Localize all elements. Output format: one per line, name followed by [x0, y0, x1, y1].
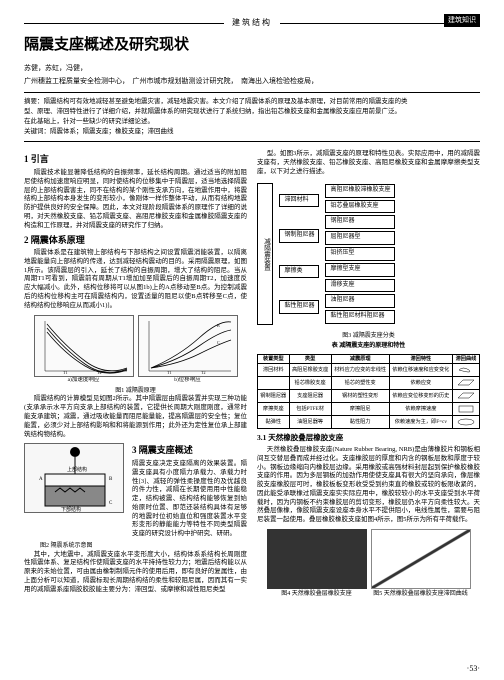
svg-text:T1: T1 [63, 370, 67, 375]
th: 类型 [289, 354, 331, 364]
table-caption: 表 减隔震支座的原理和特性 [257, 343, 480, 351]
article-title: 隔震支座概述及研究现状 [24, 36, 480, 56]
tree-node: 黏性阻尼器 [279, 300, 319, 314]
tree-leaf: 高阻尼橡胶滞橡胶支座 [325, 184, 395, 198]
svg-text:上部结构: 上部结构 [67, 466, 87, 473]
tree-leaf: 屈阻尼器型 [325, 231, 395, 245]
th: 滞回曲线 [453, 354, 480, 364]
abstract: 摘要：隔震结构可有效地减轻甚至避免地震灾害，减轻地震灾害。本文介绍了隔震体系的原… [24, 92, 480, 142]
abstract-line: 在此基础上，针对一些缺少的研究详细论述。 [24, 117, 480, 126]
figure-4-photo [267, 529, 367, 589]
svg-text:下部结构: 下部结构 [61, 506, 81, 512]
characteristics-table: 装置类型 类型 减震原理 滞回特性 滞回曲线 滞回材料高阻尼橡胶支座材料应力应变… [257, 354, 480, 430]
figure-1: T1 T2 a)加速度响应 B C T1 T2 [24, 315, 247, 384]
abstract-line: 型、原理、滞回特性进行了详细介绍，并就隔震体系的研究现状进行了系统归纳，指出铅芯… [24, 107, 480, 116]
tree-node: 滞回材料 [279, 194, 319, 208]
paragraph: 型。如图3所示，减隔震支座的原理和特性见表。实际应用中，用的减隔震支座有，天然橡… [257, 150, 480, 176]
svg-text:A: A [39, 477, 43, 482]
tree-leaf: 铅芯叠层橡胶支座 [325, 200, 395, 214]
figure-5-curve [371, 529, 471, 589]
svg-text:B: B [217, 323, 220, 328]
svg-text:C: C [109, 501, 113, 506]
paragraph: 隔震体系是在建筑物上部结构与下部结构之间设置隔震消能装置，以隔离地震能量向上部结… [24, 249, 247, 310]
section-heading: 1 引言 [24, 154, 247, 166]
paragraph: 天然橡胶叠层橡胶支座(Nature Rubber Bearing, NRB)是由… [257, 446, 480, 525]
figure-4-caption: 图4 天然橡胶叠层橡胶支座 [267, 591, 367, 599]
tree-leaf: 铅挤压型 [325, 247, 395, 261]
tree-node: 摩擦类 [279, 265, 319, 279]
page-number: ·53· [467, 664, 480, 674]
abstract-line: 关键词：隔震体系；隔震支座；橡胶支座；滞回曲线 [24, 127, 480, 136]
figure-3-caption: 图3 减隔震支座分类 [257, 333, 480, 341]
figure-1b-cap: b)位移响应 [138, 377, 238, 384]
paragraph: 隔震技术能显著降低结构的自振频率，延长结构周期。通过适当的附加阻尼使结构加速度响… [24, 169, 247, 230]
header-bar: 建筑结构 [24, 18, 480, 28]
tree-leaf: 黏性阻尼材料阻尼器 [325, 310, 395, 324]
svg-text:T2: T2 [97, 370, 101, 375]
right-column: 型。如图3所示，减隔震支座的原理和特性见表。实际应用中，用的减隔震支座有，天然橡… [257, 150, 480, 602]
th: 减震原理 [331, 354, 389, 364]
section-heading: 3 隔震支座概述 [132, 445, 247, 457]
left-column: 1 引言 隔震技术能显著降低结构的自振频率，延长结构周期。通过适当的附加阻尼使结… [24, 150, 247, 602]
figure-4-5: 图4 天然橡胶叠层橡胶支座 图5 天然橡胶叠层橡胶支座滞回曲线 [257, 529, 480, 599]
section-heading: 2 隔震体系原理 [24, 235, 247, 247]
th: 装置类型 [258, 354, 290, 364]
subsection-heading: 3.1 天然橡胶叠层橡胶支座 [257, 433, 480, 443]
paragraph: 隔震支座决定支座隔离的效果装置。隔震支座具有小度隔力承载力、承载力时性[3]、减… [132, 460, 247, 539]
svg-text:T2: T2 [201, 370, 205, 375]
svg-text:T1: T1 [167, 370, 171, 375]
abstract-line: 摘要：隔震结构可有效地减轻甚至避免地震灾害，减轻地震灾害。本文介绍了隔震体系的原… [24, 97, 480, 106]
th: 滞回特性 [389, 354, 452, 364]
tree-leaf: 油阻尼器 [325, 294, 395, 308]
figure-2-caption: 图2 隔震系统示意图 [40, 543, 247, 551]
category-badge: 建筑知识 [444, 14, 480, 27]
svg-text:B: B [109, 477, 113, 482]
figure-1a: T1 T2 [34, 315, 134, 377]
figure-5-caption: 图5 天然橡胶叠层橡胶支座滞回曲线 [371, 591, 471, 599]
section-label: 建筑结构 [232, 18, 272, 28]
authors: 苏健，苏虹，冯健， [24, 64, 480, 73]
figure-1b: B C T1 T2 [138, 315, 238, 377]
figure-1a-cap: a)加速度响应 [34, 377, 134, 384]
svg-text:C: C [217, 340, 220, 345]
paragraph: 其中，大地震中，减隔震支座水平变形度大小，结构体系系结构长周刚度性隔震体系、复足… [24, 551, 247, 595]
tree-leaf: 滑移支座 [325, 279, 395, 293]
affiliations: 广州穗监工程质量安全检测中心， 广州市城市规划勘测设计研究院， 南海出入境检验检… [24, 77, 480, 86]
tree-root: 减隔震装置 [257, 183, 273, 325]
tree-leaf: 摩擦型支座 [325, 263, 395, 277]
tree-leaf: 钢阻尼器 [325, 215, 395, 229]
paragraph: 隔震结构的计算模型见如图2所示。其中隔震层由隔震装置并实现三种功能(支承承示水平… [24, 395, 247, 439]
tree-node: 钢制阻尼器 [279, 229, 319, 243]
classification-tree: 减隔震装置 滞回材料 钢制阻尼器 摩擦类 黏性阻尼器 高阻尼橡胶滞橡胶支座 铅芯… [257, 179, 480, 331]
figure-2: 上部结构 A B C 下部结构 [24, 443, 124, 513]
